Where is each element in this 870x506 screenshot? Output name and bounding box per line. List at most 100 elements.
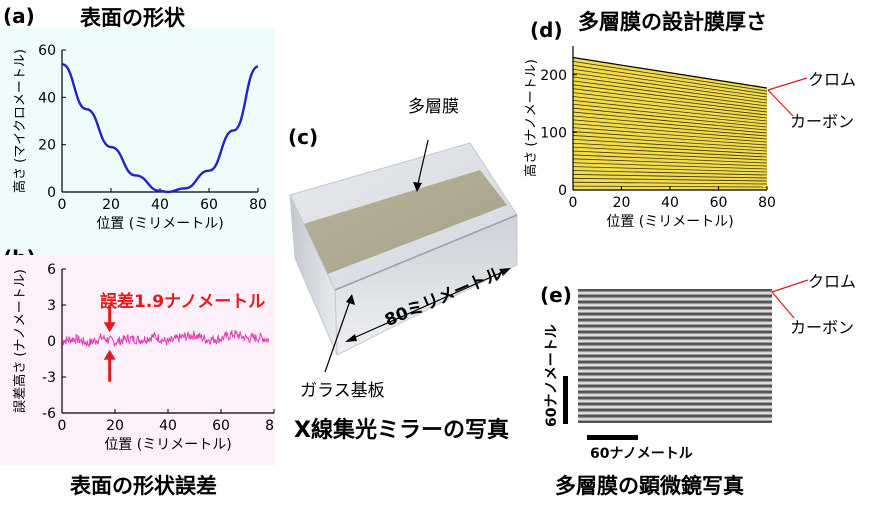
x-tick-label-d-4: 80 [758,195,776,211]
x-tick-label-b-2: 40 [159,418,177,434]
layer-line [572,154,768,164]
y-tick-label-a-3: 60 [38,43,56,59]
scale-bar-horizontal [587,435,638,440]
glass-side-face [289,194,338,356]
layer-line [572,170,768,176]
y-axis-label-a: 高さ (マイクロメートル) [12,49,28,193]
layer-line [572,119,768,137]
panel-d-title: 多層膜の設計膜厚さ [578,10,767,34]
layer-line [572,146,768,158]
y-tick-label-a-0: 0 [47,185,56,201]
surface-profile-line [61,63,259,194]
y-axis-label-b: 誤差高さ (ナノメートル) [12,269,28,413]
x-axis-label-b: 位置 (ミリメートル) [104,437,231,453]
panel-b-background [0,255,275,465]
layer-line [572,181,768,185]
x-axis-label-a: 位置 (ミリメートル) [96,216,223,232]
error-annotation: 誤差1.9ナノメートル [100,292,266,312]
y-tick-label-a-1: 20 [38,138,56,154]
y-tick-label-b-0: -6 [42,406,56,422]
layer-line [572,88,768,113]
error-arrowhead-bottom [103,349,116,360]
chart-d: 0 20 40 60 80 0 100 200 位置 (ミリメートル) 高さ (ナノメートル) [523,46,776,230]
multilayer-stripe [300,170,507,275]
glass-substrate-label: ガラス基板 [300,381,385,401]
x-tick-label-d-3: 60 [710,195,728,211]
layer-line [572,107,768,128]
layer-line [572,92,768,116]
x-tick-label-a-4: 80 [249,197,267,213]
y-tick-label-d-0: 0 [558,183,567,199]
y-tick-label-b-1: -3 [42,370,56,386]
leader-lines-d [767,77,808,117]
x-tick-label-d-1: 20 [613,195,631,211]
y-tick-label-b-3: 3 [47,298,56,314]
layer-line [572,84,768,110]
panel-a-label: (a) [3,4,35,28]
mirror-photo [289,140,518,373]
top-surface-line [572,56,768,89]
scale-bar-vertical [563,376,568,424]
layer-line [572,61,768,92]
leader-lines-e [771,279,809,319]
layer-line [572,80,768,107]
x-tick-label-b-1: 20 [106,418,124,434]
tem-image [578,289,772,423]
error-arrowhead-top [103,322,116,333]
scale-label-vertical: 60ナノメートル [544,324,560,427]
panel-a-title: 表面の形状 [80,6,185,30]
layer-line [572,76,768,104]
chart-b: 0 20 40 60 80 -6 -3 0 3 6 位置 (ミリメートル) 誤差高さ (ナノメートル) [0,255,275,465]
layer-line [572,162,768,170]
x-tick-label-a-1: 20 [102,197,120,213]
plot-area [62,50,258,192]
x-tick-label-a-2: 40 [151,197,169,213]
layer-line [572,68,768,98]
layer-line [572,158,768,167]
scale-label-horizontal: 60ナノメートル [590,446,693,462]
panel-c-title: X線集光ミラーの写真 [294,418,509,443]
layer-line [572,123,768,140]
layer-line [572,99,768,122]
layer-line [572,135,768,149]
y-tick-label-b-4: 6 [47,262,56,278]
panel-e-title: 多層膜の顕微鏡写真 [555,474,744,498]
y-tick-label-d-1: 100 [540,125,567,141]
x-tick-label-a-0: 0 [58,197,67,213]
layer-line [572,138,768,152]
error-profile-line [61,329,270,348]
panel-d-label: (d) [530,18,563,42]
layer-line [572,103,768,125]
layer-line [572,177,768,182]
chart-a: 0 20 40 60 80 0 20 40 60 位置 (ミリメートル) 高さ (マイクロメートル) [0,28,275,273]
panel-e-label: (e) [540,283,572,307]
x-tick-label-b-4: 80 [265,418,275,434]
x-tick-label-b-0: 0 [58,418,67,434]
y-axis-label-d: 高さ (ナノメートル) [523,59,539,177]
x-tick-label-a-3: 60 [200,197,218,213]
layer-line [572,72,768,101]
x-tick-label-d-0: 0 [569,195,578,211]
y-tick-label-d-2: 200 [540,68,567,84]
x-tick-label-d-2: 40 [661,195,679,211]
layer-line [572,111,768,131]
chromium-label-e: クロム [808,272,857,291]
layer-line [572,142,768,155]
multilayer-label: 多層膜 [408,97,459,117]
layer-line [572,115,768,134]
layer-line [572,64,768,95]
layer-line [572,127,768,143]
carbon-label-d: カーボン [790,112,855,131]
layer-line [572,131,768,146]
x-axis-label-d: 位置 (ミリメートル) [606,214,733,230]
carbon-label-e: カーボン [790,318,855,337]
y-tick-label-b-2: 0 [47,334,56,350]
chromium-label-d: クロム [808,70,857,89]
x-tick-label-b-3: 60 [212,418,230,434]
layer-line [572,174,768,179]
y-tick-label-a-2: 40 [38,90,56,106]
panel-c-label: (c) [288,125,319,149]
layer-line [572,166,768,173]
layer-line [572,150,768,161]
layer-line [572,96,768,119]
